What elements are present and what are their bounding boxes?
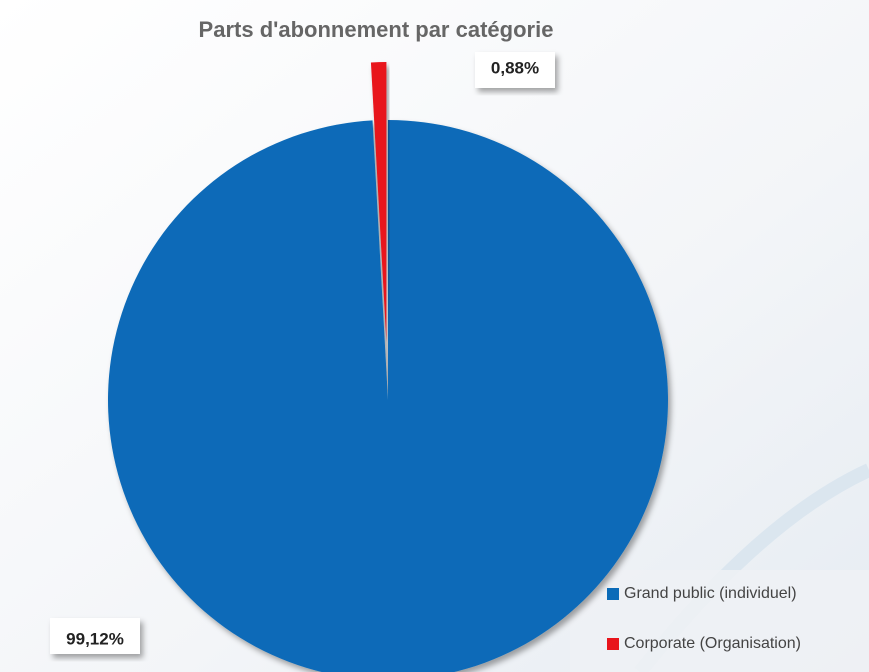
data-label: 99,12% [66, 629, 124, 648]
data-label: 0,88% [491, 58, 539, 77]
data-label-box [50, 618, 140, 654]
legend-box [570, 570, 869, 672]
pie-slice [370, 62, 387, 343]
data-label-box [475, 52, 555, 88]
legend-label: Corporate (Organisation) [624, 635, 801, 652]
chart-title: Parts d'abonnement par catégorie [199, 17, 554, 42]
legend-label: Grand public (individuel) [624, 585, 797, 602]
pie-slice [108, 120, 668, 672]
legend-swatch [607, 638, 619, 650]
legend-swatch [607, 588, 619, 600]
